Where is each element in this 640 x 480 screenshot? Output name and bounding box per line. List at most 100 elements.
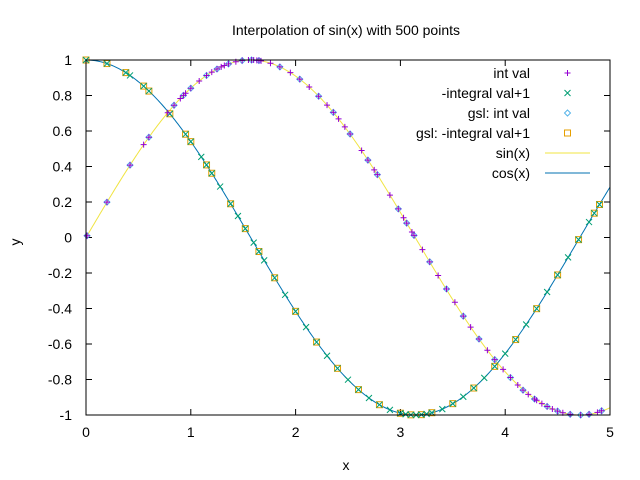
- data-point-cross: [313, 338, 320, 346]
- data-point-square: [533, 305, 541, 313]
- data-point-cross: [564, 254, 572, 261]
- data-point-square: [449, 400, 457, 408]
- data-point-plus: [177, 95, 184, 102]
- x-tick-label: 1: [187, 424, 195, 440]
- data-point-plus: [84, 232, 91, 239]
- data-point-cross: [533, 305, 540, 313]
- data-point-plus: [525, 391, 532, 398]
- x-tick-label: 5: [606, 424, 614, 440]
- data-point-square: [575, 236, 583, 244]
- data-point-square: [554, 271, 562, 279]
- data-point-plus: [364, 157, 371, 164]
- chart-title: Interpolation of sin(x) with 500 points: [232, 22, 460, 38]
- data-point-cross: [140, 82, 147, 90]
- data-point-plus: [500, 366, 507, 373]
- data-point-square: [596, 200, 604, 208]
- legend-marker-square: [564, 129, 571, 137]
- data-point-cross: [250, 239, 258, 247]
- data-point-square: [375, 401, 383, 409]
- data-point-plus: [467, 324, 474, 331]
- data-point-cross: [344, 376, 352, 384]
- legend-label: gsl: int val: [468, 105, 530, 121]
- data-point-square: [187, 138, 195, 146]
- legend-label: -integral val+1: [442, 85, 531, 101]
- data-point-diamond: [394, 205, 403, 213]
- points-layer: [82, 56, 606, 419]
- data-point-plus: [103, 199, 110, 206]
- data-point-square: [166, 110, 174, 118]
- data-point-cross: [449, 400, 457, 407]
- y-axis-label: y: [7, 239, 23, 246]
- data-point-square: [491, 362, 499, 370]
- data-point-plus: [267, 60, 274, 67]
- data-point-plus: [594, 409, 601, 416]
- data-point-plus: [400, 214, 407, 221]
- data-point-plus: [419, 246, 426, 253]
- y-tick-label: 0.4: [53, 159, 73, 175]
- data-point-square: [103, 60, 111, 68]
- data-point-plus: [218, 63, 225, 70]
- data-point-cross: [470, 384, 478, 392]
- y-tick-label: 0.6: [53, 123, 73, 139]
- legend-marker-cross: [564, 89, 571, 97]
- data-point-plus: [145, 134, 152, 141]
- data-point-plus: [533, 397, 540, 404]
- data-point-cross: [126, 72, 134, 79]
- data-point-square: [122, 69, 130, 77]
- x-tick-label: 4: [501, 424, 509, 440]
- data-point-square: [271, 274, 279, 282]
- data-point-diamond: [459, 312, 467, 320]
- data-point-plus: [127, 162, 134, 169]
- data-point-plus: [330, 109, 337, 116]
- data-point-diamond: [329, 108, 338, 117]
- data-point-cross: [522, 321, 530, 328]
- data-point-plus: [411, 232, 418, 239]
- legend-label: gsl: -integral val+1: [416, 125, 530, 141]
- x-axis-label: x: [343, 457, 350, 473]
- data-point-plus: [335, 115, 342, 122]
- data-point-plus: [408, 228, 415, 235]
- data-point-plus: [451, 299, 458, 306]
- data-point-plus: [507, 374, 514, 381]
- data-point-cross: [376, 401, 383, 409]
- data-point-plus: [374, 171, 381, 178]
- data-point-plus: [315, 93, 322, 100]
- data-point-square: [313, 338, 321, 346]
- data-point-cross: [590, 209, 598, 217]
- data-point-plus: [347, 131, 354, 138]
- data-point-cross: [438, 405, 446, 413]
- data-point-cross: [334, 364, 341, 372]
- data-point-cross: [182, 130, 189, 138]
- data-point-plus: [554, 408, 561, 415]
- y-tick-label: 1: [64, 52, 72, 68]
- x-tick-label: 3: [397, 424, 405, 440]
- data-point-plus: [140, 141, 147, 148]
- data-point-cross: [292, 307, 299, 315]
- y-tick-label: -0.2: [48, 265, 72, 281]
- data-point-cross: [480, 374, 488, 382]
- data-point-plus: [214, 66, 220, 73]
- ticks-layer: 0 1 2 3 4 5 -1 -0.8 -0.6 -0.4 -0.2 0 0.2 0.4 0.6 0.8 1: [48, 52, 614, 440]
- data-point-cross: [103, 60, 111, 67]
- data-point-square: [512, 336, 520, 344]
- data-point-cross: [197, 153, 205, 161]
- data-point-plus: [276, 63, 283, 70]
- data-point-cross: [216, 183, 224, 190]
- data-point-plus: [460, 313, 467, 320]
- data-point-plus: [476, 336, 482, 343]
- data-point-cross: [575, 236, 582, 243]
- data-point-plus: [403, 220, 410, 227]
- data-point-cross: [596, 201, 603, 208]
- data-point-plus: [386, 192, 393, 199]
- y-tick-label: 0.2: [53, 194, 73, 210]
- data-point-square: [140, 82, 148, 90]
- data-point-cross: [543, 288, 551, 296]
- data-point-plus: [443, 285, 450, 292]
- data-point-cross: [281, 291, 289, 299]
- data-point-plus: [341, 123, 348, 130]
- data-point-cross: [241, 225, 249, 232]
- legend-label: sin(x): [496, 145, 530, 161]
- data-point-plus: [491, 356, 498, 363]
- data-point-square: [255, 248, 263, 256]
